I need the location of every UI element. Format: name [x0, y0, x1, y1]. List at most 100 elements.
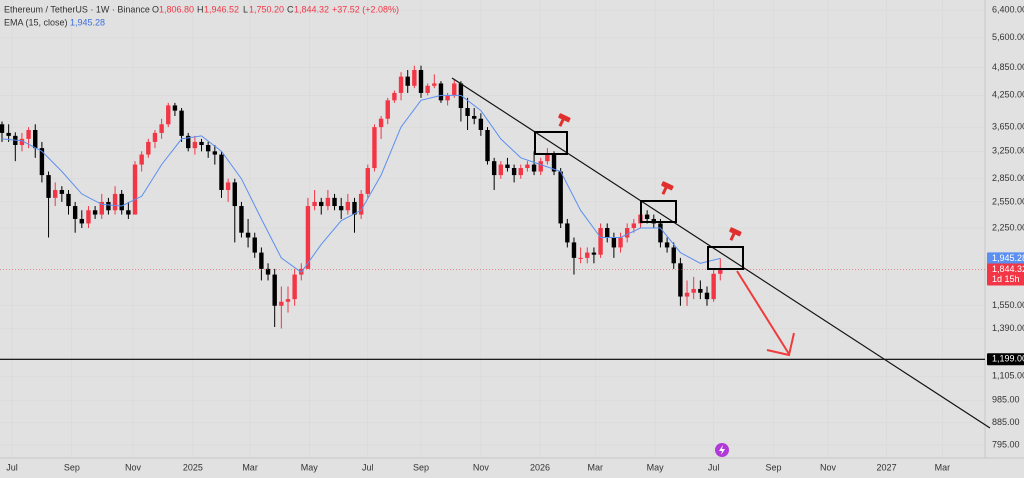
candle-body — [498, 164, 504, 176]
y-tick-label: 1,550.00 — [992, 300, 1024, 310]
indicator-value: 1,945.28 — [70, 17, 105, 27]
price-tag-label: 1,199.00 — [992, 354, 1024, 364]
candle-body — [338, 206, 344, 211]
candle-body — [425, 85, 430, 93]
candle-body — [292, 274, 297, 300]
candle-body — [704, 292, 710, 300]
candle-body — [531, 164, 537, 172]
candle-body — [152, 132, 158, 142]
change: +37.52 (+2.08%) — [332, 4, 399, 14]
candle-body — [66, 193, 71, 207]
candle-body — [126, 210, 131, 215]
x-tick-label: May — [647, 462, 665, 472]
candle-body — [199, 141, 204, 146]
candle-body — [26, 129, 31, 139]
candle-body — [445, 95, 450, 101]
candle-body — [378, 118, 384, 128]
candle-body — [139, 154, 144, 165]
candle-body — [252, 237, 257, 253]
candle-body — [332, 197, 337, 207]
y-tick-label: 1,390.00 — [992, 323, 1024, 333]
y-tick-label: 3,650.00 — [992, 121, 1024, 131]
trendline — [451, 77, 991, 429]
x-tick-label: 2026 — [530, 462, 550, 472]
candle-body — [691, 288, 696, 293]
candle-body — [718, 269, 723, 274]
y-tick-label: 795.00 — [992, 439, 1020, 449]
candle-body — [6, 132, 11, 136]
candle-body — [59, 189, 65, 194]
y-tick-label: 6,400.00 — [992, 4, 1024, 14]
x-tick-label: Nov — [473, 462, 490, 472]
candle-body — [571, 242, 577, 258]
y-tick-label: 885.00 — [992, 417, 1020, 427]
candle-body — [598, 228, 603, 255]
ohlc-label: C — [287, 4, 294, 14]
hammer-icons — [558, 113, 742, 241]
candle-body — [452, 83, 457, 96]
candle-body — [578, 257, 583, 259]
candle-body — [624, 228, 630, 238]
candle-body — [365, 168, 370, 194]
candle-body — [272, 274, 277, 306]
candle-body — [432, 83, 437, 86]
countdown: 1d 15h — [992, 274, 1020, 284]
candle-body — [558, 171, 563, 224]
y-tick-label: 1,105.00 — [992, 371, 1024, 381]
candle-body — [678, 263, 683, 297]
candle-body — [192, 141, 198, 149]
y-tick-label: 3,250.00 — [992, 146, 1024, 156]
candle-body — [412, 69, 417, 86]
price-tag — [987, 263, 1024, 286]
ohlc-value: 1,750.20 — [249, 4, 284, 14]
price-tag-label: 1,844.32 — [992, 264, 1024, 274]
candle-body — [79, 218, 85, 224]
candle-body — [398, 76, 404, 93]
candle-body — [92, 210, 98, 215]
y-tick-label: 2,250.00 — [992, 222, 1024, 232]
candle-body — [112, 193, 118, 211]
candle-body — [698, 288, 703, 293]
y-tick-label: 2,550.00 — [992, 196, 1024, 206]
candle-body — [312, 201, 317, 207]
candle-body — [53, 189, 58, 198]
candle-body — [611, 237, 617, 248]
x-tick-label: 2025 — [183, 462, 203, 472]
x-tick-label: Mar — [935, 462, 951, 472]
x-tick-label: Jul — [362, 462, 374, 472]
candle-body — [511, 168, 517, 176]
candle-body — [585, 252, 590, 258]
candle-body — [225, 182, 231, 190]
candle-body — [438, 83, 444, 101]
ohlc-value: 1,806.80 — [159, 4, 194, 14]
forecast-arrow — [736, 270, 795, 357]
ohlc-label: O — [152, 4, 159, 14]
candle-body — [505, 164, 510, 169]
candle-body — [19, 138, 25, 146]
candle-body — [664, 242, 670, 248]
symbol: Ethereum / TetherUS · 1W · Binance — [4, 4, 150, 14]
candle-body — [239, 206, 244, 233]
candle-body — [472, 115, 477, 119]
candle-body — [232, 182, 237, 207]
candle-body — [485, 129, 490, 162]
highlight-box — [707, 246, 744, 270]
candle-body — [538, 161, 543, 172]
candle-body — [39, 148, 45, 176]
ohlc-label: L — [243, 4, 248, 14]
candle-body — [385, 100, 390, 119]
candle-body — [245, 232, 251, 238]
candle-body — [159, 124, 164, 133]
highlight-box — [534, 131, 568, 155]
candle-body — [345, 201, 351, 211]
candle-body — [186, 135, 191, 149]
candle-body — [525, 164, 530, 169]
y-tick-label: 985.00 — [992, 395, 1020, 405]
candle-body — [219, 154, 224, 190]
candle-body — [172, 105, 178, 111]
candle-body — [0, 124, 5, 133]
indicator-label: EMA (15, close) — [4, 17, 68, 27]
candle-body — [205, 145, 211, 152]
price-tag — [987, 353, 1024, 366]
